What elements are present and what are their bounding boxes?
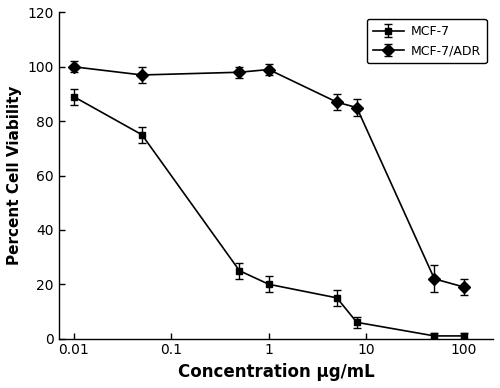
Y-axis label: Percent Cell Viability: Percent Cell Viability	[7, 86, 22, 265]
X-axis label: Concentration μg/mL: Concentration μg/mL	[178, 363, 374, 381]
Legend: MCF-7, MCF-7/ADR: MCF-7, MCF-7/ADR	[366, 19, 487, 64]
